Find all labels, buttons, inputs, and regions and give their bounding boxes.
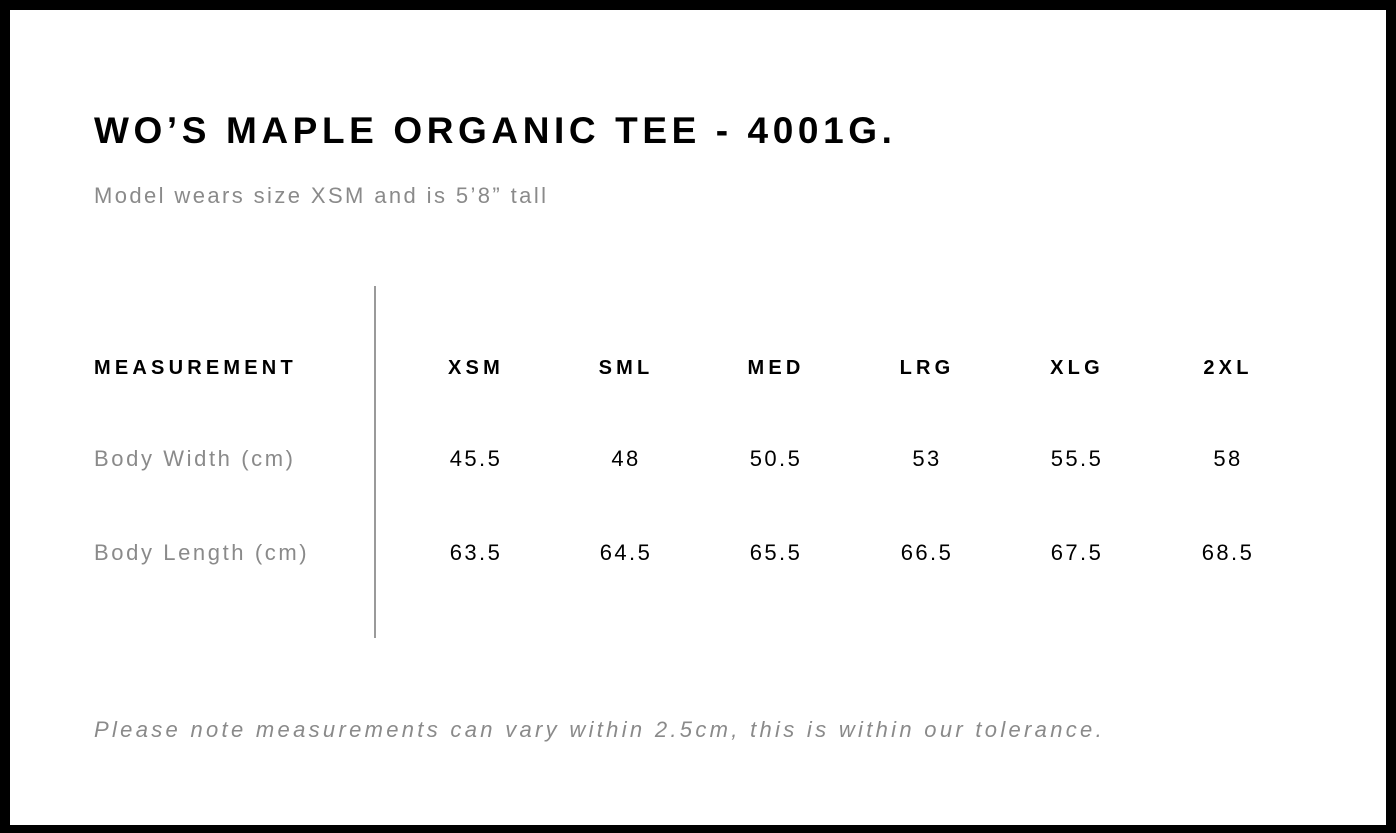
column-divider <box>374 286 376 638</box>
row-label: Body Length (cm) <box>94 540 310 565</box>
size-header-2xl: 2XL <box>1203 357 1253 379</box>
table-cell: 67.5 <box>1050 540 1104 565</box>
tolerance-note: Please note measurements can vary within… <box>94 717 1106 742</box>
size-header-xsm: XSM <box>448 357 504 379</box>
table-cell: 45.5 <box>449 446 503 471</box>
table-cell: 50.5 <box>749 446 803 471</box>
table-cell: 66.5 <box>900 540 954 565</box>
model-info: Model wears size XSM and is 5’8” tall <box>94 183 549 208</box>
row-label: Body Width (cm) <box>94 446 296 471</box>
table-cell: 58 <box>1213 446 1243 471</box>
table-cell: 63.5 <box>449 540 503 565</box>
table-cell: 68.5 <box>1201 540 1255 565</box>
measurement-header: MEASUREMENT <box>94 357 297 379</box>
table-cell: 48 <box>611 446 641 471</box>
table-cell: 55.5 <box>1050 446 1104 471</box>
page-title: WO’S MAPLE ORGANIC TEE - 4001G. <box>94 110 897 151</box>
size-chart-card: WO’S MAPLE ORGANIC TEE - 4001G. Model we… <box>10 10 1386 825</box>
table-cell: 53 <box>912 446 942 471</box>
size-header-med: MED <box>747 357 805 379</box>
size-header-sml: SML <box>598 357 654 379</box>
size-header-xlg: XLG <box>1050 357 1104 379</box>
size-header-lrg: LRG <box>899 357 955 379</box>
table-cell: 65.5 <box>749 540 803 565</box>
table-cell: 64.5 <box>599 540 653 565</box>
